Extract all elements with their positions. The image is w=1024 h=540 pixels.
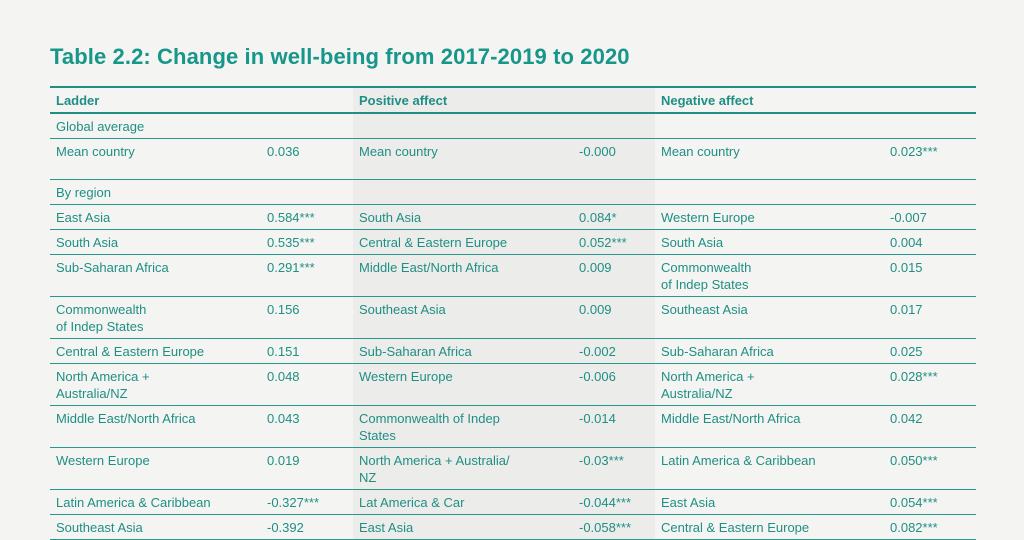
row-value: 0.036: [267, 144, 300, 159]
header-negative-affect: Negative affect: [661, 93, 754, 108]
row-value: 0.017: [890, 302, 923, 317]
row-value: -0.058***: [579, 520, 632, 535]
global-average-label: Global average: [56, 119, 145, 134]
row-label: North America + Australia/NZ: [661, 369, 755, 401]
global-average-row: Global average: [50, 114, 976, 139]
row-label: Middle East/North Africa: [661, 411, 801, 426]
row-label: Southeast Asia: [661, 302, 748, 317]
row-label: Mean country: [56, 144, 135, 159]
row-value: 0.019: [267, 453, 300, 468]
row-label: Middle East/North Africa: [56, 411, 196, 426]
row-value: 0.043: [267, 411, 300, 426]
row-label: Western Europe: [56, 453, 150, 468]
row-label: Commonwealth of Indep States: [661, 260, 752, 292]
row-label: Mean country: [359, 144, 438, 159]
row-value: 0.082***: [890, 520, 938, 535]
row-label: North America + Australia/NZ: [56, 369, 150, 401]
row-value: 0.291***: [267, 260, 315, 275]
table-row: Southeast Asia -0.392 East Asia -0.058*** Ce…: [50, 515, 976, 540]
by-region-row: By region: [50, 180, 976, 205]
table-row: North America + Australia/NZ 0.048 Western…: [50, 364, 976, 406]
row-label: Latin America & Caribbean: [661, 453, 816, 468]
row-value: -0.006: [579, 369, 616, 384]
row-value: -0.327***: [267, 495, 320, 510]
table-row: Middle East/North Africa 0.043 Commonwealt…: [50, 406, 976, 448]
by-region-label: By region: [56, 185, 111, 200]
row-label: South Asia: [56, 235, 119, 250]
row-label: East Asia: [56, 210, 111, 225]
table-title: Table 2.2: Change in well-being from 201…: [50, 44, 630, 69]
row-label: Sub-Saharan Africa: [661, 344, 774, 359]
row-value: 0.535***: [267, 235, 315, 250]
row-value: 0.054***: [890, 495, 938, 510]
row-label: Southeast Asia: [359, 302, 446, 317]
positive-affect-column-shade: [353, 88, 655, 540]
row-value: 0.009: [579, 302, 612, 317]
table-row: East Asia 0.584*** South Asia 0.084* Western…: [50, 205, 976, 230]
row-value: 0.015: [890, 260, 923, 275]
row-value: -0.007: [890, 210, 927, 225]
row-value: -0.392: [267, 520, 304, 535]
row-label: Western Europe: [661, 210, 755, 225]
wellbeing-table: Ladder Positive affect Negative affect G…: [50, 86, 976, 540]
row-value: -0.044***: [579, 495, 632, 510]
row-value: 0.151: [267, 344, 300, 359]
row-value: 0.156: [267, 302, 300, 317]
row-value: 0.004: [890, 235, 923, 250]
table-row: Sub-Saharan Africa 0.291*** Middle East/No…: [50, 255, 976, 297]
row-label: Middle East/North Africa: [359, 260, 499, 275]
header-positive-affect: Positive affect: [359, 93, 448, 108]
table-row: Latin America & Caribbean -0.327*** Lat Am…: [50, 490, 976, 515]
table-row: Commonwealth of Indep States 0.156 Southea…: [50, 297, 976, 339]
header-ladder: Ladder: [56, 93, 100, 108]
row-label: Western Europe: [359, 369, 453, 384]
row-label: Central & Eastern Europe: [661, 520, 810, 535]
row-value: 0.050***: [890, 453, 938, 468]
row-value: 0.584***: [267, 210, 315, 225]
region-rows: East Asia 0.584*** South Asia 0.084* Western…: [50, 205, 976, 540]
row-label: South Asia: [359, 210, 422, 225]
row-label: South Asia: [661, 235, 724, 250]
row-value: 0.028***: [890, 369, 938, 384]
row-label: Mean country: [661, 144, 740, 159]
row-label: Sub-Saharan Africa: [56, 260, 169, 275]
row-value: 0.009: [579, 260, 612, 275]
row-value: 0.048: [267, 369, 300, 384]
row-label: Commonwealth of Indep States: [56, 302, 147, 334]
row-value: -0.014: [579, 411, 616, 426]
row-label: Commonwealth of Indep States: [359, 411, 500, 443]
row-value: 0.042: [890, 411, 923, 426]
row-label: North America + Australia/ NZ: [359, 453, 510, 485]
row-value: -0.03***: [579, 453, 624, 468]
table-row: South Asia 0.535*** Central & Eastern Euro…: [50, 230, 976, 255]
row-value: 0.052***: [579, 235, 627, 250]
table-row: Central & Eastern Europe 0.151 Sub-Saharan…: [50, 339, 976, 364]
row-value: 0.084*: [579, 210, 617, 225]
table-row: Western Europe 0.019 North America + Austr…: [50, 448, 976, 490]
header-row: Ladder Positive affect Negative affect: [50, 88, 976, 114]
row-label: Lat America & Car: [359, 495, 465, 510]
mean-country-row: Mean country 0.036 Mean country -0.000 Mea…: [50, 139, 976, 180]
row-value: 0.023***: [890, 144, 938, 159]
row-value: -0.000: [579, 144, 616, 159]
row-label: East Asia: [359, 520, 414, 535]
row-label: Central & Eastern Europe: [56, 344, 205, 359]
row-label: Latin America & Caribbean: [56, 495, 211, 510]
row-value: -0.002: [579, 344, 616, 359]
row-value: 0.025: [890, 344, 923, 359]
row-label: Central & Eastern Europe: [359, 235, 508, 250]
row-label: Sub-Saharan Africa: [359, 344, 472, 359]
row-label: Southeast Asia: [56, 520, 143, 535]
row-label: East Asia: [661, 495, 716, 510]
